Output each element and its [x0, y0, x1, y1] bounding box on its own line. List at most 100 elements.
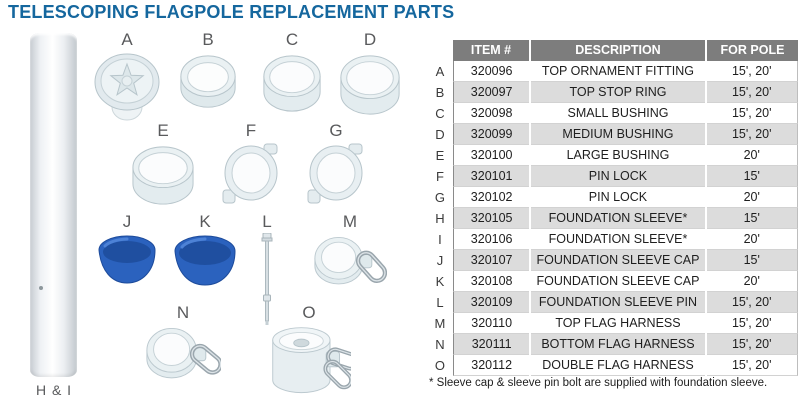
table-row: F 320101 PIN LOCK 15' [429, 166, 798, 187]
pole-label: H & I [35, 382, 73, 398]
foundation-sleeve-pole-image [30, 33, 77, 377]
cell-pole-size: 15', 20' [706, 103, 798, 124]
cell-description: MEDIUM BUSHING [531, 124, 705, 145]
table-row: L 320109 FOUNDATION SLEEVE PIN BOLT 15',… [429, 292, 798, 330]
top-flag-harness-icon [314, 236, 387, 285]
table-row: E 320100 LARGE BUSHING 20' [429, 145, 798, 166]
cell-pole-size: 15', 20' [706, 355, 798, 376]
cell-item-number: 320102 [452, 187, 530, 208]
cell-description: DOUBLE FLAG HARNESS [531, 355, 705, 376]
cell-part-letter: H [429, 208, 451, 229]
part-b-label: B [202, 30, 214, 49]
part-figure-m: M [312, 212, 388, 295]
part-m-label: M [342, 212, 358, 231]
cell-item-number: 320108 [452, 271, 530, 292]
cell-part-letter: E [429, 145, 451, 166]
part-j-label: J [122, 212, 132, 231]
table-header-row: ITEM # DESCRIPTION FOR POLE SIZE [429, 40, 798, 78]
foundation-sleeve-cap-icon [174, 235, 236, 286]
page-title: TELESCOPING FLAGPOLE REPLACEMENT PARTS [8, 2, 455, 22]
cell-item-number: 320101 [452, 166, 530, 187]
cell-pole-size: 15' [706, 208, 798, 229]
cell-part-letter: C [429, 103, 451, 124]
cell-part-letter: I [429, 229, 451, 250]
cell-pole-size: 15', 20' [706, 61, 798, 82]
column-header-item-number: ITEM # [453, 40, 529, 61]
part-d-label: D [363, 30, 377, 49]
cell-item-number: 320097 [452, 82, 530, 103]
part-figure-l: L [257, 212, 277, 325]
table-row: D 320099 MEDIUM BUSHING 15', 20' [429, 124, 798, 145]
cell-pole-size: 15', 20' [706, 82, 798, 103]
medium-bushing-icon [340, 55, 400, 115]
cell-item-number: 320112 [452, 355, 530, 376]
table-row: M 320110 TOP FLAG HARNESS 15', 20' [429, 313, 798, 334]
cell-description: SMALL BUSHING [531, 103, 705, 124]
cell-description: LARGE BUSHING [531, 145, 705, 166]
part-figure-g: G [304, 121, 368, 206]
part-figure-a: A [89, 30, 165, 123]
part-figure-o: O [266, 303, 352, 402]
part-n-label: N [176, 303, 190, 322]
parts-table: ITEM # DESCRIPTION FOR POLE SIZE A 32009… [429, 40, 798, 376]
foundation-sleeve-cap-icon [98, 235, 156, 284]
part-f-label: F [245, 121, 257, 140]
cell-description: PIN LOCK [531, 187, 705, 208]
part-k-label: K [199, 212, 211, 231]
pole-pin-hole [39, 286, 43, 290]
table-row: A 320096 TOP ORNAMENT FITTING 15', 20' [429, 61, 798, 82]
cell-part-letter: O [429, 355, 451, 376]
cell-item-number: 320096 [452, 61, 530, 82]
part-a-label: A [121, 30, 133, 49]
column-header-pole-size: FOR POLE SIZE [707, 40, 798, 78]
cell-description: FOUNDATION SLEEVE CAP [531, 250, 705, 271]
part-figure-k: K [172, 212, 238, 287]
cell-item-number: 320110 [452, 313, 530, 334]
cell-part-letter: F [429, 166, 451, 187]
cell-description: TOP STOP RING [531, 82, 705, 103]
bottom-flag-harness-icon [146, 327, 221, 379]
cell-item-number: 320109 [452, 292, 530, 313]
cell-part-letter: L [429, 292, 451, 313]
large-bushing-icon [132, 146, 194, 205]
cell-part-letter: N [429, 334, 451, 355]
top-stop-ring-icon [180, 55, 236, 108]
cell-pole-size: 20' [706, 145, 798, 166]
cell-item-number: 320100 [452, 145, 530, 166]
cell-item-number: 320098 [452, 103, 530, 124]
cell-description: TOP ORNAMENT FITTING [531, 61, 705, 82]
cell-description: FOUNDATION SLEEVE* [531, 229, 705, 250]
cell-description: PIN LOCK [531, 166, 705, 187]
cell-description: BOTTOM FLAG HARNESS [531, 334, 705, 355]
cell-description: FOUNDATION SLEEVE CAP [531, 271, 705, 292]
double-flag-harness-icon [272, 327, 351, 394]
cell-pole-size: 15', 20' [706, 334, 798, 355]
part-figure-b: B [177, 30, 239, 113]
cell-pole-size: 20' [706, 187, 798, 208]
table-row: B 320097 TOP STOP RING 15', 20' [429, 82, 798, 103]
cell-item-number: 320105 [452, 208, 530, 229]
table-footnote: * Sleeve cap & sleeve pin bolt are suppl… [429, 377, 768, 389]
cell-item-number: 320099 [452, 124, 530, 145]
pin-lock-icon [307, 143, 363, 204]
table-row: K 320108 FOUNDATION SLEEVE CAP 20' [429, 271, 798, 292]
part-figure-n: N [144, 303, 222, 388]
cell-pole-size: 15', 20' [706, 313, 798, 334]
part-figure-j: J [96, 212, 158, 285]
small-bushing-icon [263, 55, 321, 112]
table-row: J 320107 FOUNDATION SLEEVE CAP 15' [429, 250, 798, 271]
cell-item-number: 320111 [452, 334, 530, 355]
cell-pole-size: 15' [706, 250, 798, 271]
table-row: O 320112 DOUBLE FLAG HARNESS 15', 20' [429, 355, 798, 376]
part-figure-e: E [130, 121, 196, 206]
cell-part-letter: B [429, 82, 451, 103]
cell-item-number: 320106 [452, 229, 530, 250]
part-e-label: E [157, 121, 169, 140]
cell-part-letter: K [429, 271, 451, 292]
table-row: C 320098 SMALL BUSHING 15', 20' [429, 103, 798, 124]
part-figure-f: F [219, 121, 283, 206]
part-figure-c: C [261, 30, 323, 115]
pin-bolt-icon [261, 233, 273, 325]
cell-pole-size: 15', 20' [706, 124, 798, 145]
